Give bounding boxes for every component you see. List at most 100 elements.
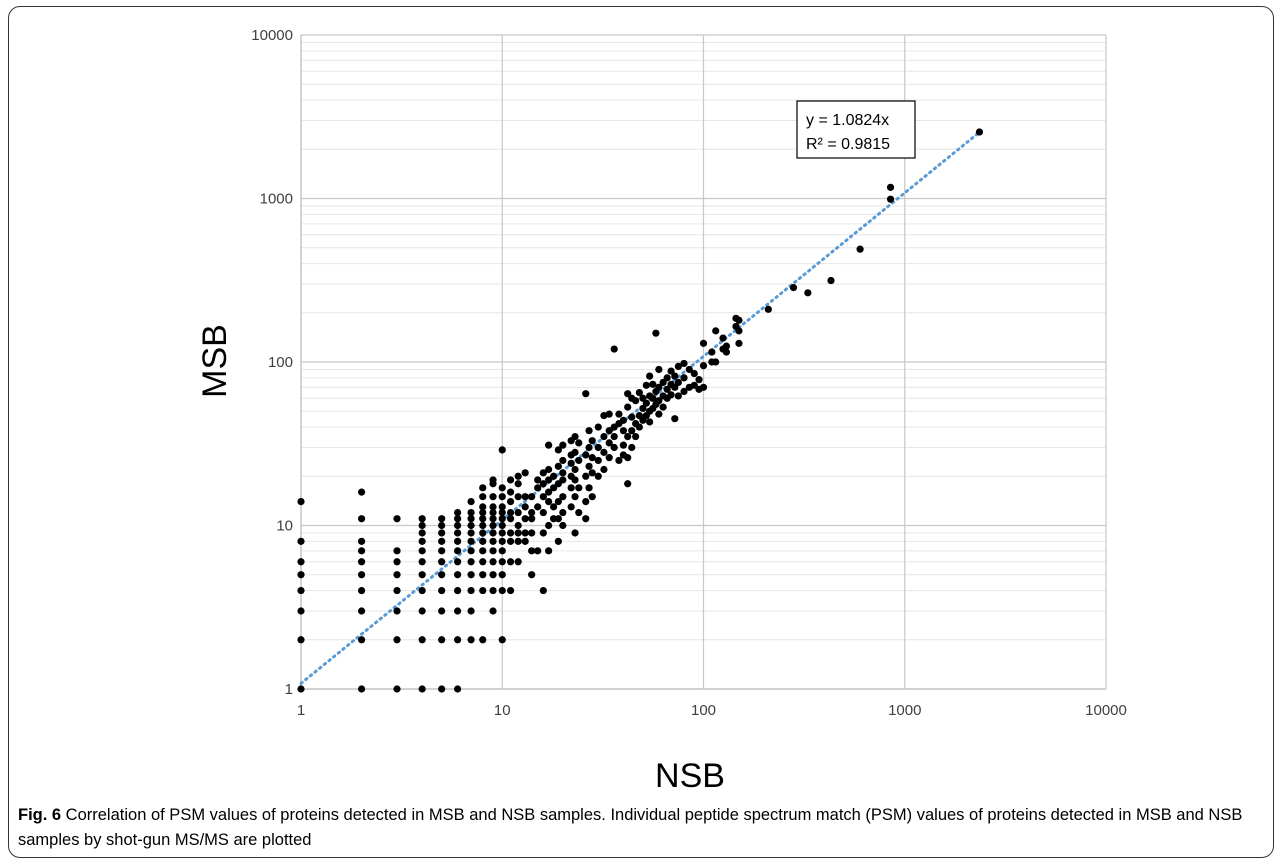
- data-point: [454, 685, 462, 693]
- data-point: [528, 493, 536, 501]
- data-point: [567, 503, 575, 511]
- data-point: [438, 515, 446, 523]
- data-point: [454, 508, 462, 517]
- data-point: [600, 465, 608, 474]
- data-point: [856, 245, 864, 253]
- data-point: [671, 372, 679, 380]
- data-point: [646, 418, 654, 426]
- data-point: [534, 476, 542, 484]
- data-point: [479, 484, 487, 492]
- data-point: [521, 529, 529, 537]
- data-point: [297, 498, 305, 506]
- data-point: [393, 685, 401, 693]
- data-point: [418, 685, 426, 693]
- data-point: [489, 547, 497, 555]
- data-point: [514, 493, 522, 501]
- data-point: [514, 508, 522, 517]
- data-point: [588, 493, 596, 501]
- data-point: [357, 547, 366, 555]
- data-point: [479, 547, 487, 555]
- data-point: [559, 493, 567, 501]
- data-point: [539, 508, 547, 517]
- data-point: [297, 586, 305, 595]
- data-point: [624, 454, 632, 462]
- data-point: [655, 383, 663, 391]
- data-point: [585, 427, 593, 435]
- data-point: [528, 547, 536, 555]
- data-point: [624, 403, 632, 411]
- data-point: [582, 515, 590, 523]
- data-point: [528, 508, 536, 517]
- y-tick-label: 10: [276, 518, 293, 535]
- data-point: [489, 508, 497, 517]
- data-point: [506, 558, 515, 566]
- data-point: [610, 345, 618, 353]
- data-point: [722, 348, 731, 356]
- data-point: [393, 607, 401, 615]
- data-point: [539, 493, 547, 501]
- data-point: [454, 521, 462, 530]
- data-point: [545, 441, 553, 449]
- data-point: [610, 443, 618, 452]
- data-point: [695, 376, 703, 384]
- data-point: [521, 515, 529, 523]
- data-point: [582, 472, 590, 480]
- grid-lines: [300, 34, 1107, 690]
- data-point: [539, 586, 547, 595]
- data-point: [454, 586, 462, 595]
- data-point: [467, 529, 475, 537]
- data-point: [575, 439, 583, 447]
- data-point: [680, 387, 688, 396]
- data-point: [489, 476, 497, 484]
- data-point: [438, 685, 446, 693]
- data-point: [680, 359, 688, 368]
- data-point: [467, 607, 475, 615]
- y-tick-label: 1: [285, 681, 293, 698]
- data-point: [639, 404, 647, 413]
- data-point: [418, 571, 426, 579]
- data-point: [498, 547, 506, 555]
- data-point: [712, 327, 720, 335]
- data-point: [567, 459, 575, 467]
- data-point: [610, 432, 618, 441]
- data-point: [521, 493, 529, 501]
- data-point: [600, 432, 608, 441]
- data-point: [498, 636, 506, 644]
- data-point: [297, 571, 305, 579]
- data-point: [685, 365, 693, 374]
- data-point: [506, 488, 515, 496]
- data-point: [735, 339, 743, 347]
- data-point: [632, 397, 640, 405]
- data-point: [719, 334, 727, 342]
- data-point: [489, 503, 497, 511]
- data-point: [479, 521, 487, 530]
- data-point: [479, 558, 487, 566]
- data-point: [438, 547, 446, 555]
- data-point: [550, 472, 558, 480]
- data-point: [582, 498, 590, 506]
- y-tick-label: 10000: [251, 27, 293, 44]
- axes: [300, 35, 1106, 690]
- data-point: [642, 381, 650, 389]
- data-point: [438, 529, 446, 537]
- x-axis-title: NSB: [655, 757, 725, 795]
- data-point: [605, 454, 613, 462]
- data-point: [498, 508, 506, 517]
- data-point: [554, 446, 562, 454]
- data-point: [498, 537, 506, 545]
- trendline-r-squared: R² = 0.9815: [806, 136, 890, 153]
- data-point: [489, 571, 497, 579]
- data-point: [600, 448, 608, 456]
- data-point: [722, 342, 731, 350]
- data-point: [438, 537, 446, 545]
- data-point: [498, 446, 506, 454]
- data-point: [418, 586, 426, 595]
- data-point: [545, 547, 553, 555]
- data-point: [594, 443, 602, 452]
- data-point: [357, 488, 366, 496]
- data-point: [699, 383, 708, 391]
- y-tick-label: 1000: [260, 191, 293, 208]
- data-point: [628, 427, 636, 435]
- data-point: [545, 465, 553, 474]
